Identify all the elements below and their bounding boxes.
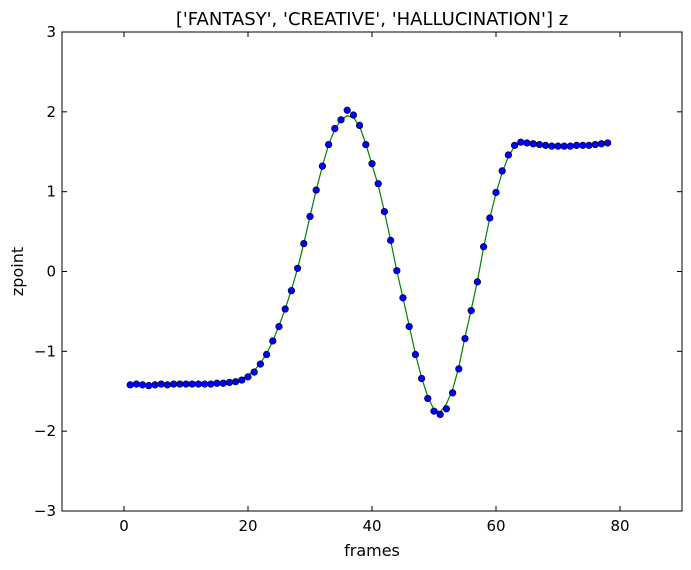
data-point bbox=[387, 236, 395, 244]
data-point bbox=[176, 380, 184, 388]
y-tick-label: 0 bbox=[46, 263, 56, 281]
data-point bbox=[529, 140, 537, 148]
data-point bbox=[194, 380, 202, 388]
y-tick-label: −1 bbox=[34, 342, 56, 360]
data-point bbox=[449, 389, 457, 397]
plot-area bbox=[61, 31, 683, 512]
data-point bbox=[368, 160, 376, 168]
data-point bbox=[170, 380, 178, 388]
data-point bbox=[362, 140, 370, 149]
data-point bbox=[473, 278, 482, 286]
chart-title: ['FANTASY', 'CREATIVE', 'HALLUCINATION']… bbox=[176, 9, 568, 30]
y-tick-label: 2 bbox=[46, 103, 56, 121]
x-tick-label: 0 bbox=[119, 517, 129, 535]
data-point bbox=[325, 140, 333, 149]
data-point bbox=[163, 381, 171, 389]
data-point bbox=[356, 121, 364, 129]
data-point bbox=[523, 139, 531, 147]
data-point bbox=[418, 374, 426, 383]
y-tick-label: −2 bbox=[34, 422, 56, 440]
data-point bbox=[263, 350, 271, 359]
data-point bbox=[207, 380, 215, 388]
data-point bbox=[510, 141, 519, 149]
data-point bbox=[492, 188, 500, 197]
data-point bbox=[349, 111, 358, 119]
data-point bbox=[405, 322, 413, 331]
data-point bbox=[504, 151, 513, 159]
data-point bbox=[219, 379, 227, 387]
data-point bbox=[275, 322, 283, 331]
data-point bbox=[411, 350, 420, 359]
data-point bbox=[287, 287, 296, 295]
x-tick-label: 20 bbox=[238, 517, 257, 535]
data-point bbox=[436, 410, 444, 419]
data-point bbox=[535, 140, 544, 149]
data-point bbox=[306, 212, 314, 221]
x-axis-label: frames bbox=[344, 541, 400, 560]
data-point bbox=[269, 337, 277, 345]
y-axis-label: zpoint bbox=[8, 247, 27, 296]
data-point bbox=[132, 380, 140, 388]
data-point bbox=[399, 294, 407, 302]
data-point bbox=[157, 380, 165, 388]
data-point bbox=[393, 267, 401, 275]
data-point bbox=[126, 381, 134, 389]
data-point bbox=[343, 106, 351, 114]
data-point bbox=[244, 373, 252, 381]
x-tick-label: 80 bbox=[610, 517, 629, 535]
data-point bbox=[294, 264, 302, 272]
data-point bbox=[442, 405, 451, 413]
x-tick-label: 60 bbox=[486, 517, 505, 535]
data-point bbox=[541, 141, 550, 149]
data-point bbox=[585, 141, 593, 149]
data-point bbox=[151, 381, 159, 389]
data-point bbox=[554, 142, 562, 150]
data-point bbox=[572, 141, 581, 149]
data-point bbox=[232, 378, 240, 386]
data-point bbox=[579, 141, 587, 149]
data-point bbox=[467, 307, 475, 315]
data-point bbox=[597, 140, 606, 148]
x-tick-label: 40 bbox=[362, 517, 381, 535]
data-point bbox=[560, 142, 568, 150]
data-point bbox=[238, 376, 246, 384]
data-point bbox=[374, 180, 382, 188]
data-point bbox=[430, 407, 438, 415]
data-point bbox=[591, 140, 599, 149]
data-point bbox=[486, 214, 494, 222]
data-point bbox=[250, 368, 258, 376]
data-point bbox=[256, 360, 265, 368]
y-tick-label: 3 bbox=[46, 23, 56, 41]
data-point bbox=[312, 186, 320, 194]
data-point bbox=[213, 379, 221, 387]
data-point bbox=[281, 305, 289, 313]
data-point bbox=[548, 142, 556, 150]
data-point bbox=[461, 334, 469, 343]
data-point bbox=[318, 162, 327, 170]
y-tick-label: −3 bbox=[34, 502, 56, 520]
y-tick-label: 1 bbox=[46, 183, 56, 201]
data-point bbox=[337, 116, 345, 124]
data-point bbox=[139, 381, 147, 389]
data-point bbox=[603, 139, 612, 147]
data-point bbox=[145, 382, 153, 390]
data-point bbox=[498, 167, 506, 175]
data-point bbox=[480, 243, 488, 251]
data-point bbox=[331, 125, 339, 133]
data-point bbox=[380, 208, 389, 216]
data-point bbox=[188, 380, 196, 388]
data-point bbox=[455, 365, 463, 373]
data-point bbox=[225, 378, 233, 387]
data-point bbox=[517, 138, 525, 146]
data-point bbox=[566, 142, 575, 150]
data-point bbox=[300, 239, 308, 248]
data-point bbox=[424, 394, 432, 403]
data-point bbox=[201, 380, 209, 388]
data-point bbox=[182, 380, 190, 388]
